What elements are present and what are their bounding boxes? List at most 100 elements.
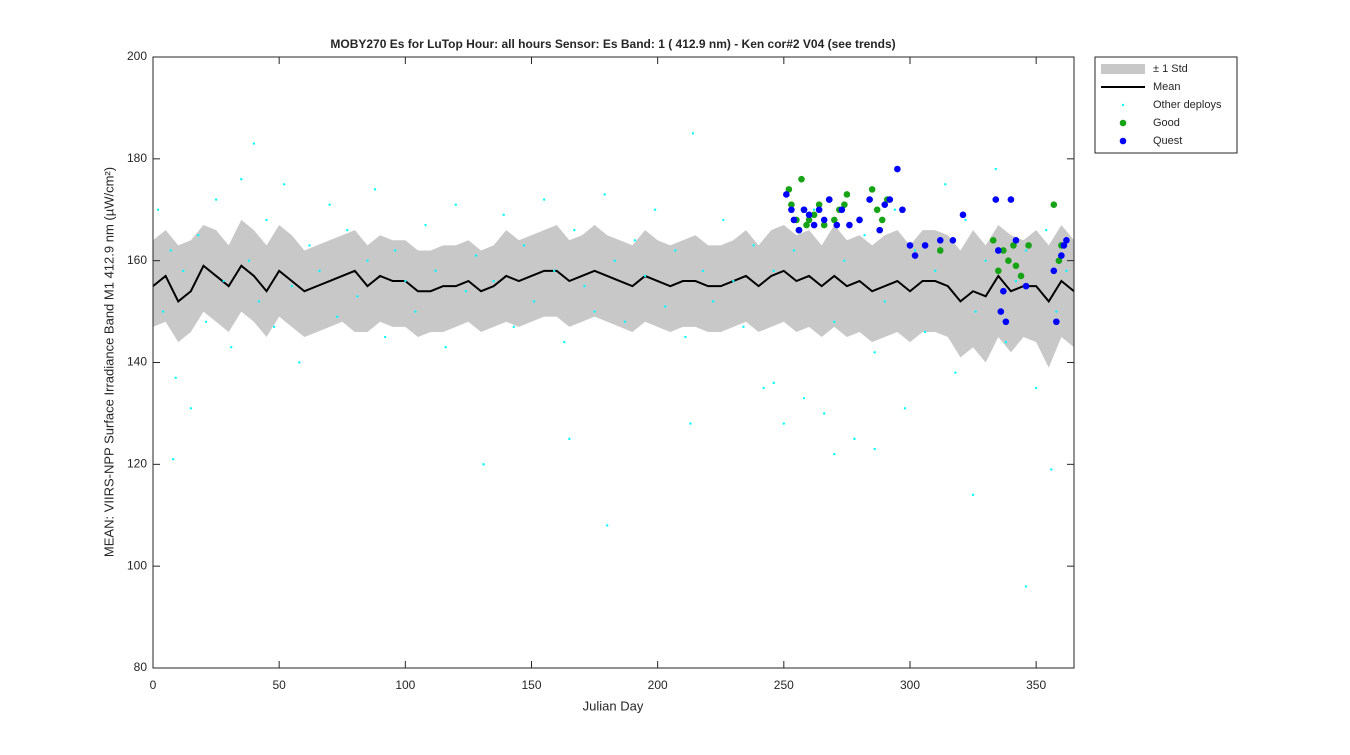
scatter-point xyxy=(1055,310,1058,313)
scatter-point xyxy=(156,208,160,211)
scatter-point xyxy=(820,221,828,229)
scatter-point xyxy=(846,221,853,229)
scatter-point xyxy=(995,267,1002,275)
scatter-point xyxy=(795,226,803,234)
scatter-point xyxy=(653,208,657,211)
scatter-point xyxy=(240,178,243,181)
scatter-point xyxy=(792,249,796,252)
scatter-point xyxy=(873,206,881,214)
scatter-point xyxy=(873,447,876,451)
legend-swatch xyxy=(1121,103,1125,107)
x-tick-label: 150 xyxy=(521,678,541,692)
scatter-point xyxy=(283,183,286,186)
scatter-point xyxy=(664,305,667,308)
scatter-point xyxy=(1000,287,1007,295)
scatter-point xyxy=(603,193,606,196)
legend-label: ± 1 Std xyxy=(1153,63,1188,75)
scatter-point xyxy=(820,216,828,224)
scatter-point xyxy=(623,320,627,323)
x-tick-label: 250 xyxy=(774,678,794,692)
scatter-point xyxy=(542,198,546,201)
scatter-point xyxy=(1022,282,1030,290)
scatter-point xyxy=(247,259,251,262)
scatter-point xyxy=(1060,242,1068,249)
scatter-point xyxy=(894,165,901,173)
scatter-point xyxy=(404,279,407,283)
scatter-point xyxy=(373,188,377,191)
scatter-point xyxy=(783,191,790,198)
scatter-point xyxy=(974,310,977,313)
scatter-point xyxy=(866,196,873,203)
scatter-point xyxy=(732,279,735,283)
scatter-point xyxy=(995,247,1002,254)
scatter-point xyxy=(822,412,826,415)
scatter-point xyxy=(959,211,967,219)
scatter-point xyxy=(512,325,516,329)
legend-label: Quest xyxy=(1153,135,1182,147)
scatter-point xyxy=(788,201,795,208)
scatter-point xyxy=(605,524,609,527)
scatter-point xyxy=(868,186,876,193)
scatter-point xyxy=(252,142,256,145)
scatter-point xyxy=(838,206,846,214)
scatter-point xyxy=(674,249,677,252)
scatter-point xyxy=(328,203,331,206)
scatter-point xyxy=(802,396,806,400)
scatter-point xyxy=(1065,269,1068,273)
scatter-point xyxy=(805,211,813,219)
scatter-point xyxy=(171,458,175,461)
std-band xyxy=(153,219,1074,368)
x-tick-label: 0 xyxy=(150,678,157,692)
scatter-point xyxy=(742,325,745,329)
scatter-point xyxy=(788,206,795,214)
scatter-point xyxy=(911,252,919,259)
scatter-point xyxy=(1024,249,1028,252)
scatter-point xyxy=(189,407,193,410)
x-tick-label: 350 xyxy=(1026,678,1046,692)
scatter-point xyxy=(1005,257,1012,264)
plot-area xyxy=(153,57,1074,668)
scatter-point xyxy=(573,228,576,232)
scatter-point xyxy=(1000,247,1007,254)
scatter-point xyxy=(394,249,397,252)
scatter-point xyxy=(522,244,526,247)
scatter-point xyxy=(863,234,866,237)
scatter-point xyxy=(689,422,692,425)
scatter-point xyxy=(785,186,793,193)
scatter-point xyxy=(1010,242,1017,249)
x-tick-label: 300 xyxy=(900,678,920,692)
x-axis-label: Julian Day xyxy=(583,698,644,713)
scatter-point xyxy=(873,351,876,354)
scatter-point xyxy=(994,167,997,171)
scatter-point xyxy=(434,269,437,273)
scatter-point xyxy=(1014,279,1018,283)
scatter-point xyxy=(803,221,810,229)
scatter-point xyxy=(454,203,457,206)
scatter-point xyxy=(833,320,836,323)
scatter-point xyxy=(949,237,957,244)
scatter-point xyxy=(833,452,836,456)
scatter-point xyxy=(934,269,937,273)
legend-label: Good xyxy=(1153,117,1180,129)
scatter-point xyxy=(593,310,596,313)
scatter-point xyxy=(464,290,468,293)
scatter-point xyxy=(691,132,695,135)
scatter-point xyxy=(444,346,447,349)
scatter-point xyxy=(833,221,841,229)
scatter-point xyxy=(1055,257,1063,264)
scatter-point xyxy=(899,206,906,214)
scatter-point xyxy=(800,206,808,214)
scatter-point xyxy=(984,259,987,262)
scatter-point xyxy=(553,269,556,273)
scatter-point xyxy=(903,407,907,410)
scatter-point xyxy=(843,191,851,198)
scatter-point xyxy=(613,259,616,262)
scatter-point xyxy=(1050,468,1053,471)
scatter-point xyxy=(923,330,927,334)
scatter-point xyxy=(876,226,884,234)
scatter-point xyxy=(812,208,816,211)
scatter-point xyxy=(265,218,268,222)
legend-swatch xyxy=(1119,119,1127,127)
x-tick-label: 100 xyxy=(395,678,415,692)
